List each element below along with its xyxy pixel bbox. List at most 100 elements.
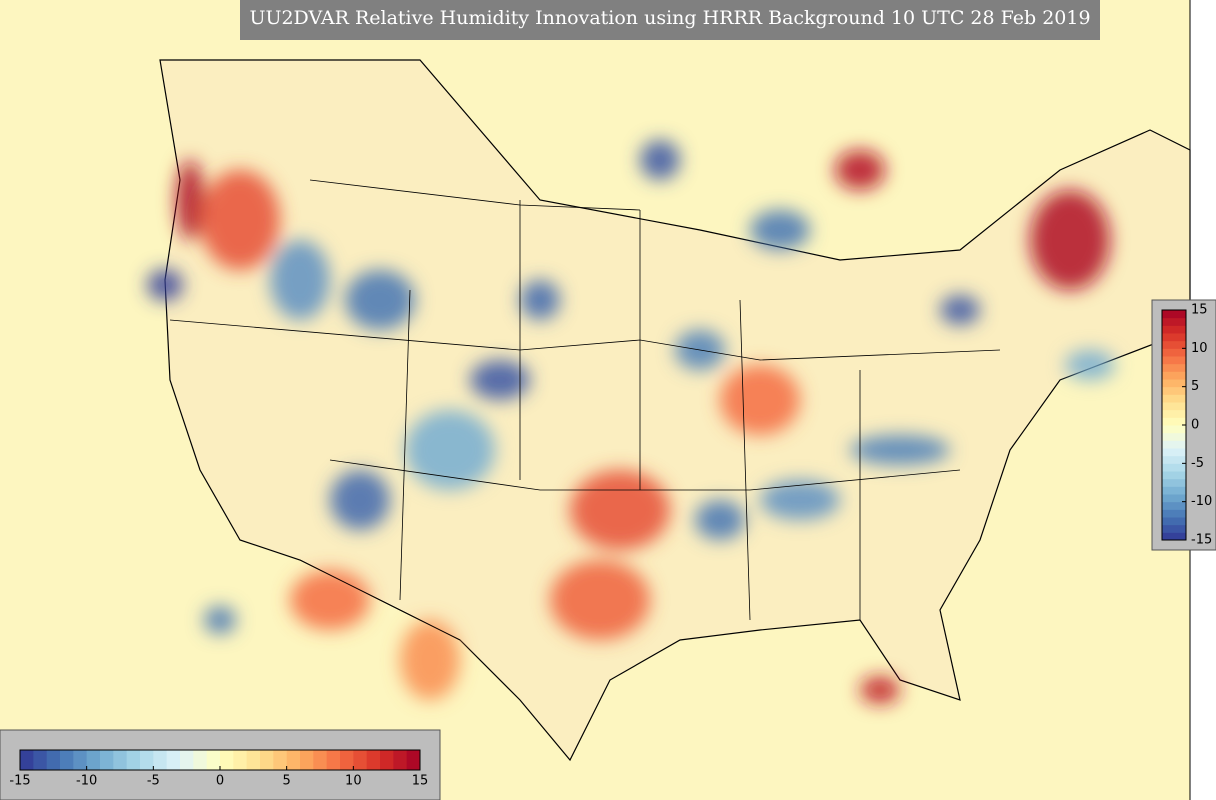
colorbar-segment: [246, 750, 261, 770]
colorbar-segment: [1162, 356, 1186, 365]
colorbar-segment: [393, 750, 408, 770]
field-blob: [176, 160, 204, 240]
tick-label: 5: [1191, 379, 1199, 394]
field-blob: [470, 360, 530, 400]
field-blob: [760, 480, 840, 520]
colorbar-segment: [126, 750, 141, 770]
tick-label: 0: [1191, 418, 1199, 433]
colorbar-segment: [1162, 501, 1186, 510]
field-blob: [850, 435, 950, 465]
colorbar-segment: [1162, 340, 1186, 349]
colorbar-segment: [1162, 310, 1186, 319]
colorbar-segment: [206, 750, 221, 770]
colorbar-segment: [300, 750, 314, 770]
colorbar-segment: [1162, 440, 1186, 449]
land-outline: [159, 59, 1191, 762]
title-box: [240, 0, 1100, 40]
field-blob: [290, 570, 370, 630]
field-blob: [330, 470, 390, 530]
map-title: UU2DVAR Relative Humidity Innovation usi…: [249, 7, 1090, 29]
colorbar-segment: [366, 750, 381, 770]
field-blob: [695, 500, 745, 540]
colorbar-segment: [86, 750, 101, 770]
tick-label: -15: [9, 774, 30, 789]
tick-label: 10: [345, 774, 362, 789]
colorbar-segment: [1162, 379, 1186, 388]
field-blob: [405, 410, 495, 490]
colorbar-segment: [220, 750, 234, 770]
colorbar-segment: [46, 750, 61, 770]
colorbar-segment: [20, 750, 34, 770]
colorbar-segment: [313, 750, 328, 770]
colorbar-segment: [1162, 494, 1186, 503]
colorbar-segment: [140, 750, 154, 770]
colorbar-segment: [406, 750, 421, 770]
colorbar-segment: [1162, 325, 1186, 334]
colorbar-segment: [1162, 532, 1186, 541]
colorbar-segment: [180, 750, 194, 770]
colorbar-segment: [1162, 371, 1186, 380]
tick-label: -15: [1191, 533, 1212, 548]
colorbar-segment: [193, 750, 208, 770]
colorbar-segment: [73, 750, 88, 770]
colorbar-segment: [353, 750, 368, 770]
colorbar-segment: [380, 750, 394, 770]
field-blob: [550, 560, 650, 640]
innovation-field: [147, 140, 1115, 704]
colorbar-segment: [1162, 386, 1186, 395]
field-blob: [520, 280, 560, 320]
colorbar-segment: [1162, 432, 1186, 441]
colorbar-segment: [1162, 455, 1186, 464]
field-blob: [200, 170, 280, 270]
colorbar-segment: [1162, 348, 1186, 357]
field-blob: [1065, 350, 1115, 380]
colorbar-segment: [1162, 417, 1186, 426]
colorbar-segment: [33, 750, 48, 770]
tick-label: 15: [1191, 303, 1208, 318]
colorbar-segment: [260, 750, 274, 770]
field-blob: [860, 676, 900, 704]
field-blob: [750, 210, 810, 250]
colorbar-segment: [1162, 463, 1186, 472]
colorbar-segment: [1162, 478, 1186, 487]
field-blob: [147, 269, 183, 301]
colorbar-segment: [1162, 524, 1186, 533]
colorbar-segment: [1162, 517, 1186, 526]
colorbar-segment: [1162, 394, 1186, 403]
colorbar-segment: [60, 750, 74, 770]
colorbar-segment: [113, 750, 128, 770]
field-blob: [640, 140, 680, 180]
colorbar-segment: [233, 750, 248, 770]
field-blob: [400, 620, 460, 700]
vertical-colorbar: -15 -10 -5 0 5 10 15: [1161, 303, 1212, 548]
tick-label: -5: [1191, 456, 1204, 471]
colorbar-segment: [153, 750, 168, 770]
tick-label: -10: [76, 774, 97, 789]
colorbar-segment: [340, 750, 354, 770]
tick-label: -5: [147, 774, 160, 789]
field-blob: [1030, 190, 1110, 290]
colorbar-segment: [1162, 448, 1186, 457]
field-blob: [940, 295, 980, 325]
colorbar-segment: [1162, 471, 1186, 480]
colorbar-segment: [1162, 486, 1186, 495]
field-blob: [270, 240, 330, 320]
state-borders: [169, 179, 1001, 641]
field-blob: [720, 365, 800, 435]
colorbar-segment: [166, 750, 181, 770]
tick-label: -10: [1191, 494, 1212, 509]
field-blob: [570, 470, 670, 550]
colorbar-segment: [1162, 333, 1186, 342]
tick-label: 10: [1191, 341, 1208, 356]
colorbar-segment: [1162, 509, 1186, 518]
colorbar-segment: [273, 750, 288, 770]
horizontal-colorbar: -15 -10 -5 0 5 10 15: [9, 749, 428, 789]
colorbar-segment: [1162, 402, 1186, 411]
field-blob: [835, 150, 885, 190]
tick-label: 0: [216, 774, 224, 789]
colorbar-segment: [1162, 363, 1186, 372]
colorbar-segment: [326, 750, 341, 770]
colorbar-segment: [1162, 425, 1186, 434]
field-blob: [345, 270, 415, 330]
